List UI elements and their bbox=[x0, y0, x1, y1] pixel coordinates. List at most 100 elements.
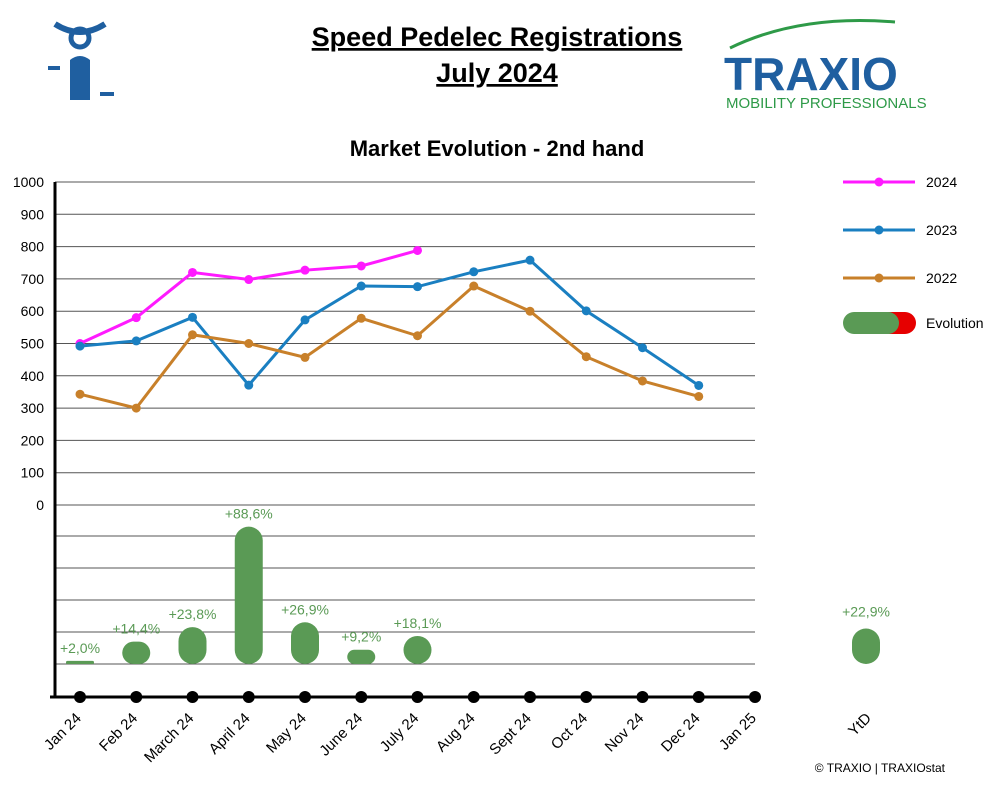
logo-tagline: MOBILITY PROFESSIONALS bbox=[726, 95, 927, 112]
series-point bbox=[356, 261, 366, 271]
evolution-bar bbox=[234, 526, 263, 664]
series-point bbox=[525, 306, 535, 316]
y-tick-label: 0 bbox=[36, 497, 44, 513]
series-point bbox=[638, 343, 647, 353]
series-point bbox=[244, 275, 254, 285]
y-tick-label: 900 bbox=[21, 206, 45, 222]
series-point bbox=[244, 339, 254, 348]
series-point bbox=[188, 312, 197, 322]
series-point bbox=[75, 341, 85, 351]
series-point bbox=[300, 315, 310, 325]
y-tick-label: 400 bbox=[21, 368, 45, 384]
ytd-bar bbox=[852, 628, 880, 664]
series-point bbox=[694, 380, 704, 390]
series-point bbox=[131, 313, 141, 323]
evolution-bar bbox=[66, 660, 94, 664]
legend-dot bbox=[874, 177, 884, 187]
legend-label: 2022 bbox=[926, 270, 957, 286]
y-tick-label: 700 bbox=[21, 271, 45, 287]
ytd-label: +22,9% bbox=[842, 604, 890, 620]
evolution-bar bbox=[291, 622, 319, 664]
legend-dot bbox=[874, 225, 884, 235]
series-point bbox=[244, 380, 254, 390]
series-line bbox=[79, 284, 700, 410]
x-tick-dot bbox=[299, 691, 311, 703]
series-point bbox=[131, 403, 141, 413]
x-tick-label: March 24 bbox=[141, 710, 197, 766]
x-tick-dot bbox=[242, 691, 255, 703]
x-tick-dot bbox=[130, 691, 143, 703]
series-point bbox=[188, 330, 197, 340]
x-tick-dot bbox=[692, 691, 705, 703]
footer: © TRAXIO | TRAXIOstat bbox=[815, 761, 946, 775]
evolution-bar bbox=[178, 627, 207, 664]
series-line bbox=[79, 249, 418, 345]
x-tick-label: Sept 24 bbox=[486, 710, 535, 759]
series-point bbox=[188, 267, 197, 277]
y-tick-label: 800 bbox=[21, 239, 45, 255]
evolution-label: +26,9% bbox=[281, 601, 329, 617]
series-point bbox=[581, 352, 591, 362]
x-tick-label: Feb 24 bbox=[96, 710, 141, 755]
series-point bbox=[469, 267, 479, 277]
x-tick-dot bbox=[355, 691, 368, 703]
series-point bbox=[581, 306, 591, 316]
y-tick-label: 500 bbox=[21, 336, 45, 352]
x-tick-label: Dec 24 bbox=[658, 710, 704, 756]
x-tick-dot bbox=[411, 691, 424, 703]
x-tick-label: Jan 25 bbox=[716, 710, 760, 754]
pedelec-icon bbox=[48, 21, 114, 100]
series-point bbox=[413, 282, 422, 292]
x-tick-label: Nov 24 bbox=[602, 710, 648, 756]
evolution-label: +18,1% bbox=[394, 615, 442, 631]
series-line bbox=[79, 258, 700, 388]
series-point bbox=[300, 265, 310, 275]
x-tick-dot bbox=[186, 691, 199, 703]
series-point bbox=[300, 352, 310, 362]
page-title: Speed Pedelec Registrations bbox=[312, 22, 683, 52]
y-tick-label: 600 bbox=[21, 303, 45, 319]
x-tick-dot bbox=[467, 691, 480, 703]
evolution-label: +2,0% bbox=[60, 640, 100, 656]
evolution-label: +9,2% bbox=[341, 629, 381, 645]
y-tick-label: 200 bbox=[21, 432, 45, 448]
series-point bbox=[413, 245, 422, 255]
ytd-category: YtD bbox=[845, 710, 875, 740]
evolution-label: +14,4% bbox=[112, 621, 160, 637]
legend-label: 2024 bbox=[926, 174, 957, 190]
evolution-bar bbox=[347, 649, 376, 664]
legend-dot bbox=[874, 273, 884, 283]
x-tick-label: June 24 bbox=[316, 710, 366, 760]
logo-name: TRAXIO bbox=[724, 48, 898, 100]
x-tick-dot bbox=[749, 691, 761, 703]
chart-title: Market Evolution - 2nd hand bbox=[350, 136, 645, 161]
x-tick-label: Aug 24 bbox=[433, 710, 479, 756]
x-tick-dot bbox=[580, 691, 593, 703]
x-tick-label: April 24 bbox=[206, 710, 254, 758]
x-tick-dot bbox=[636, 691, 649, 703]
logo-swoosh bbox=[729, 19, 896, 50]
legend-label: 2023 bbox=[926, 222, 957, 238]
page-subtitle: July 2024 bbox=[436, 58, 558, 88]
series-point bbox=[356, 281, 366, 291]
x-tick-label: Oct 24 bbox=[548, 710, 591, 753]
series-point bbox=[694, 391, 704, 401]
x-tick-label: July 24 bbox=[377, 710, 423, 756]
series-point bbox=[525, 255, 535, 265]
series-point bbox=[638, 376, 647, 386]
y-tick-label: 300 bbox=[21, 400, 45, 416]
series-point bbox=[413, 331, 422, 341]
x-tick-label: May 24 bbox=[263, 710, 310, 757]
x-tick-dot bbox=[74, 691, 86, 703]
y-tick-label: 100 bbox=[21, 465, 45, 481]
legend-pill-pos-edge bbox=[866, 312, 880, 334]
series-point bbox=[131, 336, 141, 346]
x-tick-dot bbox=[524, 691, 536, 703]
evolution-label: +88,6% bbox=[225, 506, 273, 522]
legend-label: Evolution bbox=[926, 315, 984, 331]
y-tick-label: 1000 bbox=[13, 174, 44, 190]
evolution-bar bbox=[122, 641, 151, 664]
series-point bbox=[469, 281, 479, 291]
evolution-label: +23,8% bbox=[169, 606, 217, 622]
